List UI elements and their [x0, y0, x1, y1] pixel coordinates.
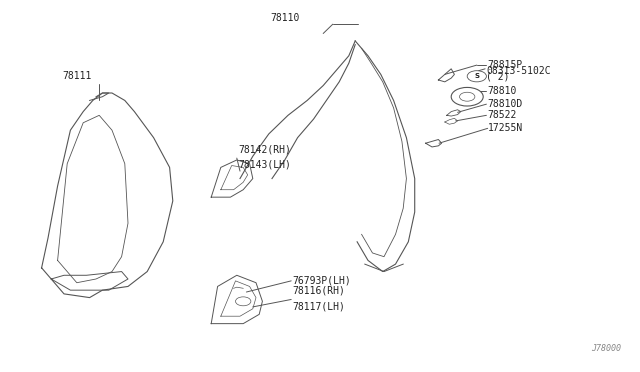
Text: 76793P(LH): 76793P(LH)	[292, 276, 351, 286]
Text: 78810D: 78810D	[488, 99, 523, 109]
Text: 78143(LH): 78143(LH)	[238, 160, 291, 170]
Text: 78142(RH): 78142(RH)	[238, 144, 291, 154]
Text: 78117(LH): 78117(LH)	[292, 301, 346, 311]
Text: 78110: 78110	[270, 13, 300, 23]
Text: 78810: 78810	[488, 86, 517, 96]
Text: S: S	[474, 73, 479, 79]
Text: 78815P: 78815P	[488, 60, 523, 70]
Text: 78111: 78111	[62, 71, 92, 81]
Text: 08313-5102C: 08313-5102C	[486, 67, 551, 76]
Text: 17255N: 17255N	[488, 124, 523, 133]
Text: 78522: 78522	[488, 110, 517, 120]
Text: 78116(RH): 78116(RH)	[292, 286, 346, 296]
Text: J78000: J78000	[591, 344, 621, 353]
Text: ( 2): ( 2)	[486, 71, 510, 81]
